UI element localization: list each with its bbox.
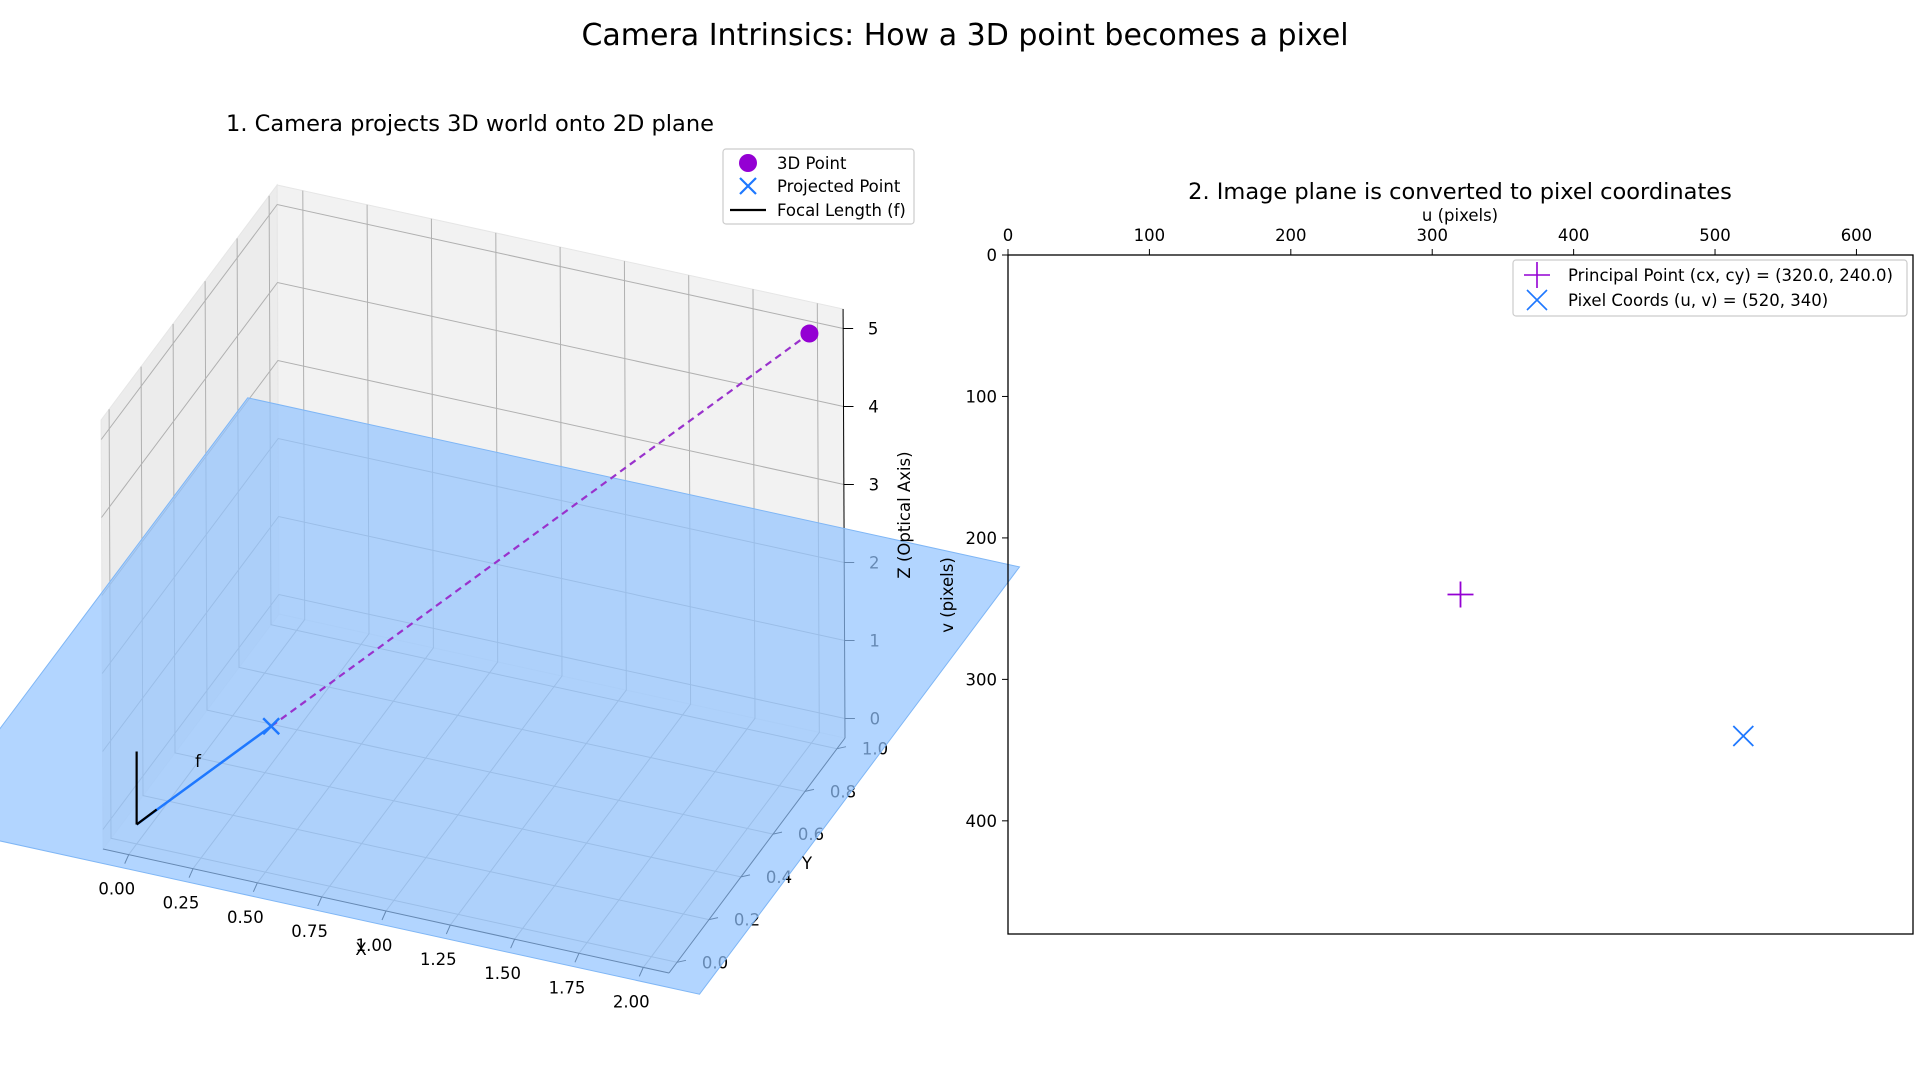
ticks-2d: 0 100 200 300 400 500 600 0 100 200 300 400	[966, 226, 1873, 831]
projection-ray	[270, 332, 811, 728]
legend-2d-principal-marker	[1524, 262, 1550, 288]
legend-3d-focal-label: Focal Length (f)	[777, 201, 906, 220]
legend-2d-pixel-marker	[1526, 289, 1548, 311]
y-axis-label-3d: Y	[801, 854, 813, 873]
x-tick-label-3d: 1.25	[420, 950, 457, 969]
y-tick-label-2d: 200	[966, 529, 998, 548]
z-tick-label-3d: 5	[868, 320, 879, 339]
y-tick-label-2d: 100	[966, 387, 998, 406]
y-tick-label-2d: 300	[966, 670, 998, 689]
x-tick-label-3d: 2.00	[613, 992, 650, 1011]
pixel-coords-marker	[1732, 725, 1754, 747]
marks-3d	[0, 324, 1021, 995]
y-tick-label-2d: 400	[966, 812, 998, 831]
y-axis-label-2d: v (pixels)	[938, 557, 957, 633]
marks-2d	[1447, 581, 1754, 747]
x-tick-label-2d: 100	[1134, 226, 1166, 245]
legend-3d-point-marker	[739, 154, 757, 172]
y-tick-label-2d: 0	[987, 246, 998, 265]
z-axis-label-3d: Z (Optical Axis)	[895, 451, 914, 578]
x-tick-label-3d: 0.00	[98, 880, 135, 899]
x-tick-label-3d: 1.50	[484, 964, 521, 983]
z-tick-label-3d: 4	[868, 398, 879, 417]
z-tick-label-3d: 3	[869, 476, 880, 495]
x-tick-label-2d: 0	[1003, 226, 1014, 245]
x-tick-label-3d: 1.75	[549, 978, 586, 997]
legend-3d-projected-marker	[739, 177, 757, 195]
camera-base-line	[135, 808, 158, 826]
legend-3d-box	[722, 148, 915, 225]
x-tick-label-2d: 500	[1699, 226, 1731, 245]
legend-3d-point-label: 3D Point	[777, 154, 847, 173]
legend-3d: 3D Point Projected Point Focal Length (f…	[722, 148, 915, 225]
axes-2d-title: 2. Image plane is converted to pixel coo…	[1188, 179, 1732, 205]
focal-length-line	[135, 725, 272, 826]
x-tick-label-2d: 400	[1558, 226, 1590, 245]
x-tick-label-2d: 600	[1841, 226, 1873, 245]
x-tick-label-3d: 0.25	[163, 894, 200, 913]
axes-3d-title: 1. Camera projects 3D world onto 2D plan…	[226, 111, 714, 137]
plot-frame-2d	[1007, 254, 1914, 935]
x-tick-label-3d: 1.00	[356, 936, 393, 955]
legend-2d-principal-label: Principal Point (cx, cy) = (320.0, 240.0…	[1568, 266, 1893, 285]
axes-2d: 2. Image plane is converted to pixel coo…	[938, 179, 1914, 935]
legend-2d-pixel-label: Pixel Coords (u, v) = (520, 340)	[1568, 291, 1828, 310]
image-plane	[0, 397, 1021, 995]
x-axis-label-2d: u (pixels)	[1422, 206, 1498, 225]
x-tick-label-3d: 0.50	[227, 908, 264, 927]
legend-2d: Principal Point (cx, cy) = (320.0, 240.0…	[1512, 259, 1908, 317]
legend-3d-projected-label: Projected Point	[777, 177, 901, 196]
z-gridline-3d	[100, 203, 844, 440]
axes-3d: 1. Camera projects 3D world onto 2D plan…	[0, 111, 1021, 1011]
point-3d-marker	[800, 324, 819, 343]
projected-point-marker	[262, 717, 281, 736]
x-axis-label-3d: X	[355, 940, 366, 959]
x-tick-label-2d: 300	[1416, 226, 1448, 245]
x-tick-label-3d: 0.75	[291, 922, 328, 941]
legend-2d-box	[1512, 259, 1908, 317]
focal-length-annotation: f	[195, 752, 202, 771]
x-tick-label-2d: 200	[1275, 226, 1307, 245]
principal-point-marker	[1447, 581, 1474, 608]
figure-title: Camera Intrinsics: How a 3D point become…	[581, 18, 1348, 53]
z-gridline-3d	[101, 281, 844, 518]
